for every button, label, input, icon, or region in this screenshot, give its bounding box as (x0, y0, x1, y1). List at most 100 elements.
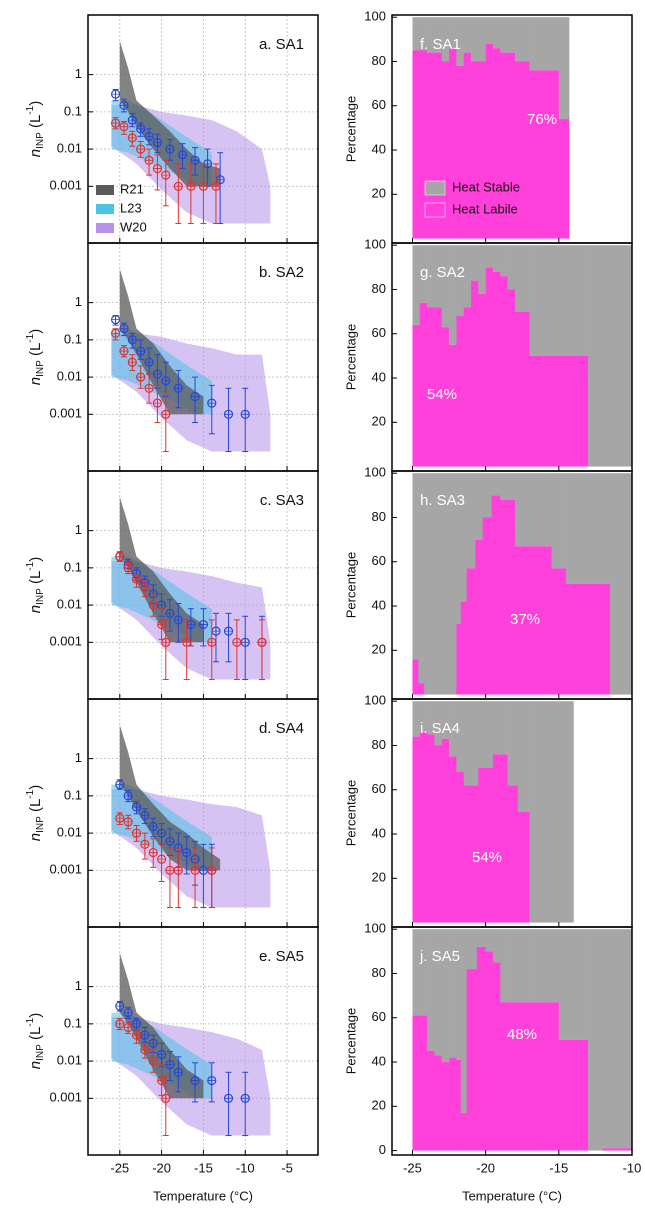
bar-stable (558, 929, 589, 1040)
y-tick-label: 60 (372, 97, 386, 112)
bar-stable (529, 929, 560, 1003)
bar-stable (491, 473, 501, 496)
marker-cross (149, 822, 158, 831)
y-tick-label: 0.01 (57, 1053, 82, 1068)
y-tick-label: 1 (75, 522, 82, 537)
marker-cross (174, 866, 183, 875)
legend-label: L23 (120, 200, 142, 215)
marker-cross (128, 133, 137, 142)
y-axis-label: Percentage (343, 552, 358, 619)
marker-cross (161, 171, 170, 180)
bar-labile (478, 293, 486, 467)
bar-labile (466, 969, 478, 1151)
marker-cross (157, 601, 166, 610)
bar-labile (507, 785, 519, 923)
y-tick-label: 40 (372, 597, 386, 612)
marker-cross (153, 370, 162, 379)
bar-stable (507, 245, 516, 290)
marker-cross (191, 1076, 200, 1085)
bar-stable (441, 929, 450, 1063)
y-axis-label: nINP (L-1) (25, 329, 46, 385)
bar-labile (427, 307, 443, 467)
marker-cross (207, 399, 216, 408)
marker-cross (111, 90, 120, 99)
marker-cross (132, 803, 141, 812)
bar-stable (588, 245, 632, 467)
marker-cross (111, 329, 120, 338)
bar-stable (471, 245, 479, 281)
y-tick-label: 20 (372, 870, 386, 885)
bar-labile (441, 738, 450, 923)
bar-labile (419, 302, 428, 467)
panel-title: a. SA1 (259, 36, 304, 53)
x-axis-label: Temperature (°C) (462, 1188, 562, 1203)
bar-stable (441, 701, 450, 739)
marker-cross (140, 583, 149, 592)
y-tick-label: 0.001 (49, 862, 82, 877)
bar-stable (558, 17, 570, 120)
marker-cross (174, 1068, 183, 1077)
panel (412, 473, 632, 695)
bar-labile (475, 539, 484, 695)
panel-title: e. SA5 (259, 948, 304, 965)
marker-cross (182, 848, 191, 857)
marker-cross (174, 615, 183, 624)
bar-labile (476, 946, 486, 1151)
y-tick-label: 1 (75, 66, 82, 81)
y-tick-label: 20 (372, 186, 386, 201)
bar-stable (449, 245, 457, 345)
bar-stable (476, 929, 486, 947)
y-axis-label: Percentage (343, 780, 358, 847)
marker-cross (136, 347, 145, 356)
bar-labile (463, 52, 472, 239)
panel (88, 471, 318, 699)
marker-cross (132, 575, 141, 584)
bar-stable (412, 245, 421, 325)
legend-swatch (424, 202, 446, 218)
bar-labile (500, 52, 516, 239)
y-label-part: (L (27, 1027, 44, 1045)
marker-cross (149, 1039, 158, 1048)
marker-cross (115, 552, 124, 561)
bar-stable (456, 929, 462, 1060)
bar-labile (471, 61, 486, 239)
bar-labile (441, 327, 450, 467)
marker-cross (178, 150, 187, 159)
bar-stable (463, 17, 472, 53)
bar-stable (500, 473, 516, 500)
marker-cross (140, 1045, 149, 1054)
legend-label: W20 (120, 219, 147, 234)
bar-labile (427, 734, 435, 923)
bar-stable (419, 245, 428, 303)
y-tick-label: 100 (364, 921, 386, 936)
bar-labile (482, 517, 492, 695)
bar-stable (544, 17, 560, 71)
marker-cross (136, 145, 145, 154)
legend-swatch (96, 223, 114, 233)
bar-stable (485, 929, 494, 952)
bar-stable (463, 701, 479, 786)
marker-cross (157, 829, 166, 838)
x-tick-label: -15 (549, 1160, 568, 1175)
marker-cross (241, 1094, 250, 1103)
bar-stable (500, 17, 516, 53)
bar-labile (492, 754, 508, 923)
bar-stable (485, 17, 494, 44)
panel-frame (391, 926, 633, 1156)
marker-cross (153, 138, 162, 147)
y-label-part: (L (27, 115, 44, 133)
y-label-sub: INP (35, 588, 46, 605)
marker-cross (186, 620, 195, 629)
bar-labile (471, 280, 479, 467)
bar-stable (427, 701, 435, 735)
panel-title: d. SA4 (259, 720, 304, 737)
x-axis-label: Temperature (°C) (153, 1188, 253, 1203)
marker-cross (211, 627, 220, 636)
marker-cross (128, 358, 137, 367)
y-tick-label: 80 (372, 965, 386, 980)
bar-labile (412, 736, 421, 923)
annotation: 54% (427, 386, 457, 403)
marker-cross (224, 410, 233, 419)
panel (88, 927, 318, 1155)
bar-stable (412, 929, 428, 1016)
